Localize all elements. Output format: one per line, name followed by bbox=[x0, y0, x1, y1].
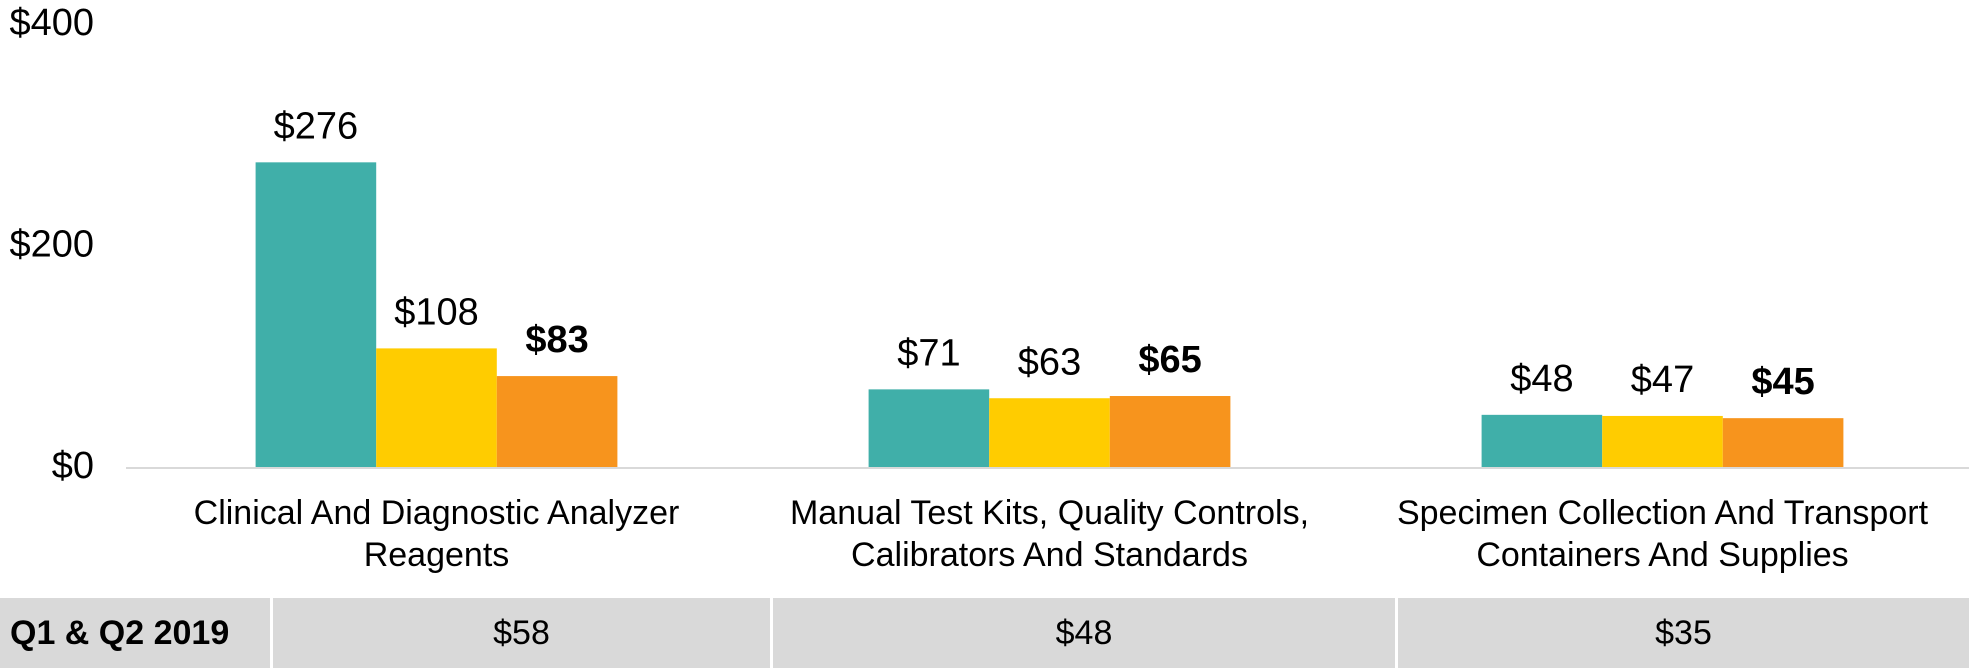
y-tick-label: $200 bbox=[9, 224, 94, 266]
data-label: $48 bbox=[1510, 358, 1573, 400]
bar bbox=[1602, 415, 1723, 468]
row-header: Q1 & Q2 2019 bbox=[0, 598, 270, 668]
row-cell: $48 bbox=[770, 598, 1395, 668]
x-tick-label: Specimen Collection And Transport Contai… bbox=[1396, 494, 1929, 574]
bar bbox=[376, 348, 497, 468]
data-label: $63 bbox=[1018, 341, 1081, 383]
y-tick-label: $400 bbox=[9, 2, 94, 44]
y-tick-label: $0 bbox=[52, 445, 94, 487]
data-label: $83 bbox=[525, 319, 588, 361]
x-tick-label: Manual Test Kits, Quality Controls, Cali… bbox=[789, 494, 1310, 574]
data-label: $47 bbox=[1631, 359, 1694, 401]
x-tick-label: Clinical And Diagnostic Analyzer Reagent… bbox=[193, 494, 680, 574]
row-cell: $35 bbox=[1395, 598, 1969, 668]
chart: $0 $200 $400 $276 $108 $83 $71 $63 $65 $48 $47 $45 bbox=[9, 2, 1969, 487]
data-label: $45 bbox=[1751, 361, 1814, 403]
data-label: $276 bbox=[274, 105, 359, 147]
bar bbox=[255, 162, 377, 468]
summary-row: Q1 & Q2 2019 $58 $48 $35 bbox=[0, 598, 1969, 668]
bar bbox=[496, 376, 618, 468]
bar bbox=[1722, 418, 1844, 468]
bar bbox=[1109, 396, 1231, 468]
data-label: $108 bbox=[394, 291, 479, 333]
row-cell: $58 bbox=[270, 598, 770, 668]
data-label: $65 bbox=[1138, 339, 1201, 381]
data-label: $71 bbox=[897, 332, 960, 374]
bar bbox=[989, 398, 1110, 468]
bar bbox=[868, 389, 990, 468]
bar bbox=[1481, 414, 1603, 468]
